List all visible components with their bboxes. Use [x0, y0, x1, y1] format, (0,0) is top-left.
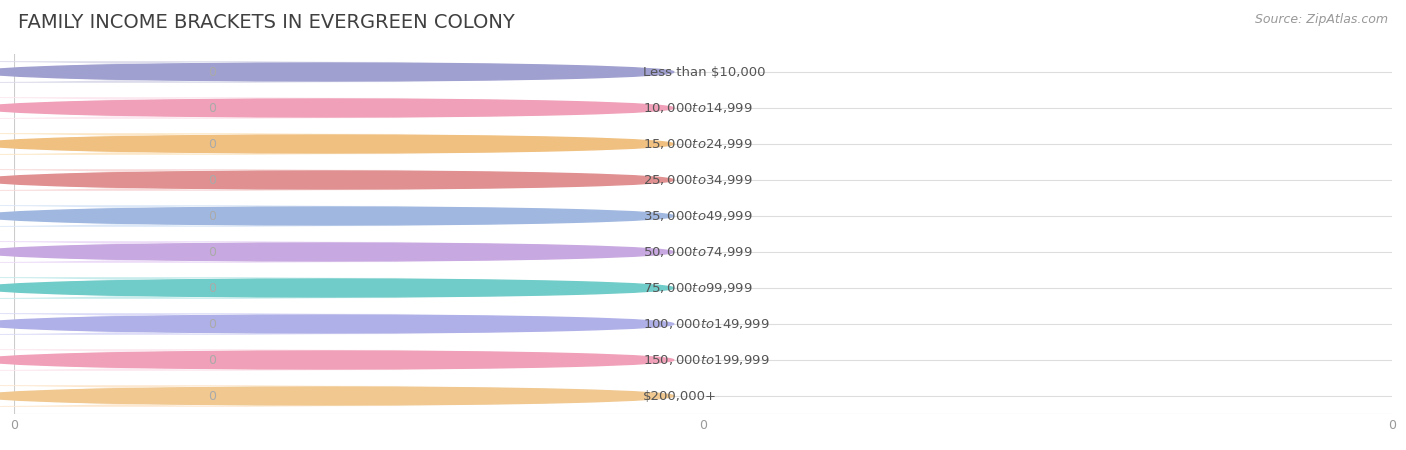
- Text: $10,000 to $14,999: $10,000 to $14,999: [643, 101, 752, 115]
- Circle shape: [0, 207, 673, 225]
- FancyBboxPatch shape: [0, 169, 427, 191]
- Text: 0: 0: [208, 102, 217, 114]
- Text: Less than $10,000: Less than $10,000: [643, 66, 766, 78]
- Text: Source: ZipAtlas.com: Source: ZipAtlas.com: [1254, 14, 1388, 27]
- Text: 0: 0: [208, 174, 217, 186]
- Text: $15,000 to $24,999: $15,000 to $24,999: [643, 137, 752, 151]
- Circle shape: [0, 243, 673, 261]
- Text: 0: 0: [208, 138, 217, 150]
- FancyBboxPatch shape: [0, 61, 427, 83]
- Text: $25,000 to $34,999: $25,000 to $34,999: [643, 173, 752, 187]
- Text: FAMILY INCOME BRACKETS IN EVERGREEN COLONY: FAMILY INCOME BRACKETS IN EVERGREEN COLO…: [18, 14, 515, 32]
- Circle shape: [0, 279, 673, 297]
- Circle shape: [0, 135, 673, 153]
- FancyBboxPatch shape: [0, 133, 427, 155]
- Text: $100,000 to $149,999: $100,000 to $149,999: [643, 317, 769, 331]
- Text: 0: 0: [208, 66, 217, 78]
- Circle shape: [0, 315, 673, 333]
- Text: 0: 0: [208, 354, 217, 366]
- Circle shape: [0, 99, 673, 117]
- Circle shape: [0, 63, 673, 81]
- Text: $150,000 to $199,999: $150,000 to $199,999: [643, 353, 769, 367]
- FancyBboxPatch shape: [0, 205, 427, 227]
- Circle shape: [0, 171, 673, 189]
- Text: 0: 0: [208, 390, 217, 402]
- Circle shape: [0, 387, 673, 405]
- FancyBboxPatch shape: [0, 349, 427, 371]
- Text: 0: 0: [208, 246, 217, 258]
- FancyBboxPatch shape: [0, 313, 427, 335]
- Text: $35,000 to $49,999: $35,000 to $49,999: [643, 209, 752, 223]
- Text: $50,000 to $74,999: $50,000 to $74,999: [643, 245, 752, 259]
- Text: 0: 0: [208, 318, 217, 330]
- Circle shape: [0, 351, 673, 369]
- Text: $75,000 to $99,999: $75,000 to $99,999: [643, 281, 752, 295]
- Text: 0: 0: [208, 282, 217, 294]
- Text: 0: 0: [208, 210, 217, 222]
- FancyBboxPatch shape: [0, 97, 427, 119]
- FancyBboxPatch shape: [0, 241, 427, 263]
- FancyBboxPatch shape: [0, 385, 427, 407]
- Text: $200,000+: $200,000+: [643, 390, 717, 402]
- FancyBboxPatch shape: [0, 277, 427, 299]
